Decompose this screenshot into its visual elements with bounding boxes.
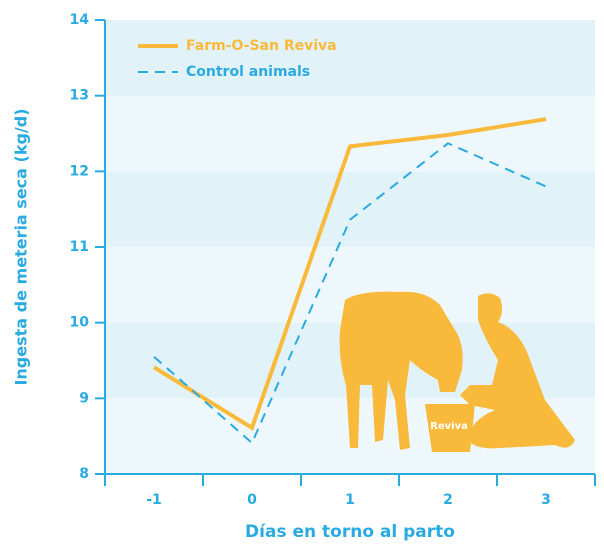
- y-tick-label: 8: [79, 466, 89, 482]
- bucket: [425, 404, 475, 452]
- band: [105, 20, 595, 96]
- y-tick-label: 12: [70, 163, 89, 179]
- x-tick-label: 0: [247, 492, 257, 508]
- y-tick-label: 13: [70, 88, 89, 104]
- band: [105, 171, 595, 247]
- y-tick-label: 11: [70, 239, 89, 255]
- y-axis-label: Ingesta de meteria seca (kg/d): [12, 108, 31, 385]
- x-tick-label: 3: [541, 492, 551, 508]
- legend-label: Farm-O-San Reviva: [186, 38, 337, 54]
- x-tick-label: 1: [345, 492, 355, 508]
- legend-label: Control animals: [186, 64, 310, 80]
- x-tick-label: 2: [443, 492, 453, 508]
- y-tick-label: 10: [70, 315, 90, 331]
- bucket-label: Reviva: [430, 421, 468, 432]
- x-axis-label: Días en torno al parto: [245, 522, 455, 542]
- band: [105, 95, 595, 172]
- cow: [339, 291, 463, 450]
- y-tick-label: 14: [70, 12, 90, 28]
- y-tick-label: 9: [79, 390, 89, 406]
- x-tick-label: -1: [146, 492, 162, 508]
- man: [460, 293, 575, 449]
- line-series: [152, 117, 547, 431]
- line-series: [153, 142, 547, 445]
- illustration: [339, 291, 575, 452]
